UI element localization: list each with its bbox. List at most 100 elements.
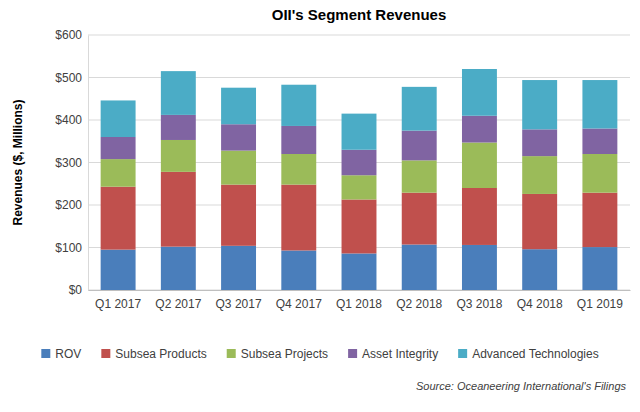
- x-tick: Q1 2019: [577, 290, 623, 311]
- bar: [281, 250, 316, 290]
- bar: [161, 172, 196, 247]
- x-tick: Q1 2018: [336, 290, 382, 311]
- legend-swatch: [348, 349, 357, 358]
- grid: [88, 35, 630, 290]
- bar: [522, 249, 557, 290]
- x-tick-label: Q2 2017: [155, 297, 201, 311]
- y-tick: $100: [55, 241, 88, 255]
- bar: [101, 187, 136, 250]
- y-tick-label: $400: [55, 113, 82, 127]
- bar: [101, 159, 136, 187]
- bar: [462, 245, 497, 290]
- bar: [462, 116, 497, 143]
- y-tick: $600: [55, 28, 88, 42]
- bar: [101, 250, 136, 290]
- x-tick-label: Q4 2018: [517, 297, 563, 311]
- bar: [522, 80, 557, 129]
- bar: [281, 85, 316, 126]
- bar: [221, 88, 256, 125]
- annotation: Source: Oceaneering International's Fili…: [416, 380, 626, 392]
- bar: [161, 115, 196, 140]
- bar: [402, 160, 437, 192]
- legend-swatch: [41, 349, 50, 358]
- bar: [342, 253, 377, 290]
- y-tick-label: $0: [69, 283, 83, 297]
- bar: [101, 100, 136, 137]
- bar: [462, 188, 497, 245]
- x-axis: Q1 2017 Q2 2017 Q3 2017 Q4 2017 Q1 2018 Q2 20…: [89, 290, 631, 311]
- bar: [161, 140, 196, 172]
- title: OII's Segment Revenues: [272, 6, 446, 23]
- x-tick: Q2 2018: [396, 290, 442, 311]
- x-tick: Q4 2018: [517, 290, 563, 311]
- y-tick-label: $100: [55, 241, 82, 255]
- bars: [101, 69, 618, 290]
- bar: [462, 143, 497, 188]
- y-axis: $0 $100 $200 $300 $400 $500 $600: [55, 28, 88, 297]
- y-axis-title: Revenues ($, Millions): [11, 99, 25, 225]
- legend-label: Advanced Technologies: [472, 347, 599, 361]
- x-tick-label: Q3 2017: [216, 297, 262, 311]
- legend-label: ROV: [55, 347, 81, 361]
- legend-item: ROV: [41, 347, 81, 361]
- bar: [582, 247, 617, 290]
- bar: [582, 129, 617, 155]
- x-tick: Q3 2018: [456, 290, 502, 311]
- y-tick: $0: [69, 283, 88, 297]
- legend: ROV Subsea Products Subsea Projects Asset I…: [41, 347, 598, 361]
- x-tick-label: Q1 2019: [577, 297, 623, 311]
- bar: [402, 131, 437, 161]
- bar: [342, 199, 377, 253]
- bar: [462, 69, 497, 116]
- x-tick-label: Q3 2018: [456, 297, 502, 311]
- bar: [281, 185, 316, 251]
- bar: [582, 193, 617, 247]
- legend-label: Asset Integrity: [362, 347, 438, 361]
- bar: [342, 150, 377, 176]
- bar: [281, 154, 316, 185]
- bar: [342, 114, 377, 150]
- x-tick-label: Q1 2017: [95, 297, 141, 311]
- bar: [402, 193, 437, 245]
- bar: [582, 154, 617, 193]
- y-tick: $500: [55, 71, 88, 85]
- bar: [221, 151, 256, 185]
- bar: [161, 71, 196, 115]
- y-axis-line: [88, 36, 89, 291]
- x-tick-label: Q1 2018: [336, 297, 382, 311]
- legend-item: Subsea Products: [101, 347, 206, 361]
- bar: [522, 194, 557, 249]
- legend-swatch: [227, 349, 236, 358]
- bar: [281, 126, 316, 154]
- x-tick: Q3 2017: [216, 290, 262, 311]
- y-tick-label: $500: [55, 71, 82, 85]
- legend-label: Subsea Products: [115, 347, 206, 361]
- bar: [221, 185, 256, 246]
- legend-item: Asset Integrity: [348, 347, 438, 361]
- x-tick-label: Q4 2017: [276, 297, 322, 311]
- y-tick-label: $200: [55, 198, 82, 212]
- bar: [221, 124, 256, 150]
- y-tick: $400: [55, 113, 88, 127]
- x-axis-line: [89, 290, 631, 291]
- y-tick-label: $300: [55, 156, 82, 170]
- bar: [402, 245, 437, 290]
- x-tick: Q4 2017: [276, 290, 322, 311]
- legend-swatch: [458, 349, 467, 358]
- legend-label: Subsea Projects: [241, 347, 328, 361]
- bar: [582, 80, 617, 128]
- x-tick: Q2 2017: [155, 290, 201, 311]
- x-tick-label: Q2 2018: [396, 297, 442, 311]
- plot-area: $0 $100 $200 $300 $400 $500 $600 Q1 2017 Q2 2017…: [55, 28, 630, 310]
- bar: [161, 247, 196, 290]
- y-tick-label: $600: [55, 28, 82, 42]
- chart: $0 $100 $200 $300 $400 $500 $600 Q1 2017 Q2 2017…: [0, 0, 640, 412]
- legend-item: Subsea Projects: [227, 347, 328, 361]
- x-tick: Q1 2017: [95, 290, 141, 311]
- bar: [402, 87, 437, 131]
- legend-item: Advanced Technologies: [458, 347, 599, 361]
- bar: [221, 246, 256, 290]
- legend-swatch: [101, 349, 110, 358]
- y-tick: $200: [55, 198, 88, 212]
- grid-line: [88, 35, 630, 36]
